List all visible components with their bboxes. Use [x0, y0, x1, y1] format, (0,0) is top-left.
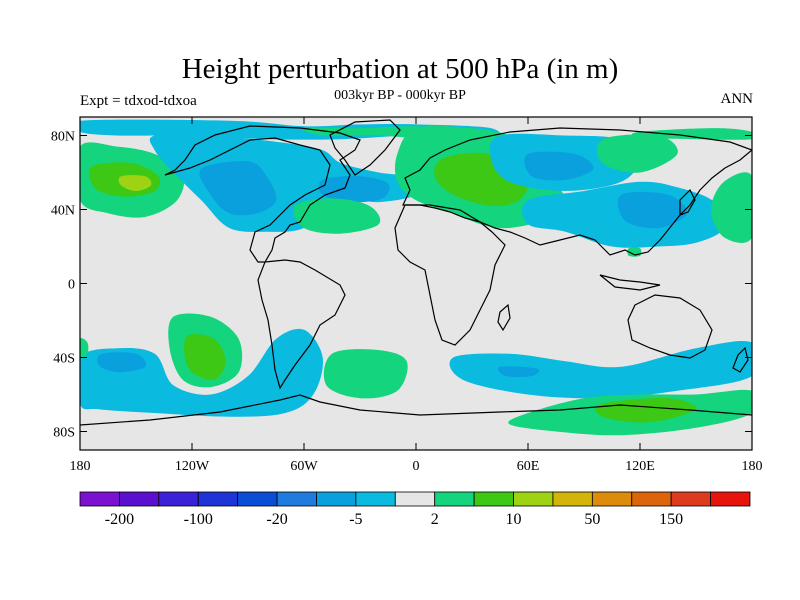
contour-region-south-pacific-lime [184, 334, 226, 381]
colorbar-swatch [552, 491, 593, 507]
plot-subtitle: 003kyr BP - 000kyr BP [334, 88, 466, 103]
contour-region-south-pacific-blue [80, 328, 323, 417]
colorbar-swatch [158, 491, 199, 507]
coastline-greenland [329, 119, 401, 176]
coastline-antarctica [80, 394, 752, 426]
x-tick-label: 180 [742, 459, 763, 474]
y-tick-label: 80S [53, 426, 75, 441]
coastline-south-america [257, 259, 346, 390]
x-tick-label: 60W [290, 459, 318, 474]
coastline-north-america [164, 125, 361, 263]
contour-region-north-america-blue-core [199, 161, 277, 216]
colorbar: -200 -100 -20 -5 2 10 50 150 [79, 491, 751, 528]
x-tick-label: 120W [175, 459, 210, 474]
colorbar-swatch [197, 491, 239, 507]
colorbar-swatch [591, 491, 633, 507]
contour-region-south-pacific-blue-core [97, 352, 147, 373]
colorbar-label: -20 [266, 511, 287, 528]
colorbar-swatch [434, 491, 475, 507]
x-tick-label: 120E [625, 459, 655, 474]
coastline-japan [679, 188, 696, 216]
colorbar-label: 2 [431, 511, 439, 528]
colorbar-swatch [119, 491, 160, 507]
contour-region-indian-ocean-blue-core [497, 366, 540, 378]
colorbar-swatch [355, 491, 396, 507]
colorbar-label: 150 [659, 511, 683, 528]
colorbar-label: -100 [184, 511, 213, 528]
coastline-africa [394, 204, 506, 346]
coastline-madagascar [497, 303, 511, 332]
coastline-indonesia [599, 274, 661, 291]
colorbar-swatch [513, 491, 554, 507]
colorbar-swatch [473, 491, 514, 507]
contour-region-west-pacific-green [710, 172, 752, 243]
colorbar-swatch [631, 491, 672, 507]
contour-region-south-atlantic-green [323, 349, 408, 399]
colorbar-swatch [276, 491, 317, 507]
contour-region-siberia-blue-core [524, 151, 594, 181]
y-tick-label: 40S [53, 352, 75, 367]
contour-region-north-pacific-yellow-core [118, 175, 152, 191]
colorbar-swatch [670, 491, 711, 507]
axis-ticks: 80N 40N 0 40S 80S 180 120W 60W 0 60E 120E 180 [51, 117, 763, 474]
contour-fill-layer [80, 119, 752, 436]
x-tick-label: 0 [413, 459, 420, 474]
y-tick-label: 80N [51, 130, 75, 145]
y-tick-label: 40N [51, 204, 75, 219]
y-tick-label: 0 [68, 278, 75, 293]
contour-region-siberia-green [596, 134, 678, 173]
coastline-eurasia [402, 127, 752, 256]
contour-region-north-america-blue [149, 134, 421, 232]
season-label: ANN [720, 91, 754, 107]
x-tick-label: 180 [70, 459, 91, 474]
colorbar-swatch [394, 491, 436, 507]
contour-region-atlantic-green [293, 198, 381, 234]
contour-region-north-atlantic-blue-core [318, 176, 390, 203]
colorbar-label: -5 [349, 511, 362, 528]
contour-region-east-asia-blue-core [617, 191, 687, 229]
colorbar-swatch [237, 491, 278, 507]
experiment-label: Expt = tdxod-tdxoa [80, 93, 197, 109]
colorbar-swatch [710, 491, 751, 507]
colorbar-label: -200 [105, 511, 134, 528]
colorbar-swatch [79, 491, 120, 507]
x-tick-label: 60E [517, 459, 540, 474]
coastline-layer [80, 119, 752, 426]
colorbar-swatch [316, 491, 357, 507]
plot-title: Height perturbation at 500 hPa (in m) [181, 53, 619, 85]
contour-region-tip-left-green [80, 338, 89, 359]
colorbar-label: 10 [506, 511, 522, 528]
contour-region-antarctic-lime-core [595, 398, 697, 423]
coastline-australia [627, 294, 713, 359]
coastline-new-zealand [732, 346, 749, 373]
colorbar-label: 50 [584, 511, 600, 528]
